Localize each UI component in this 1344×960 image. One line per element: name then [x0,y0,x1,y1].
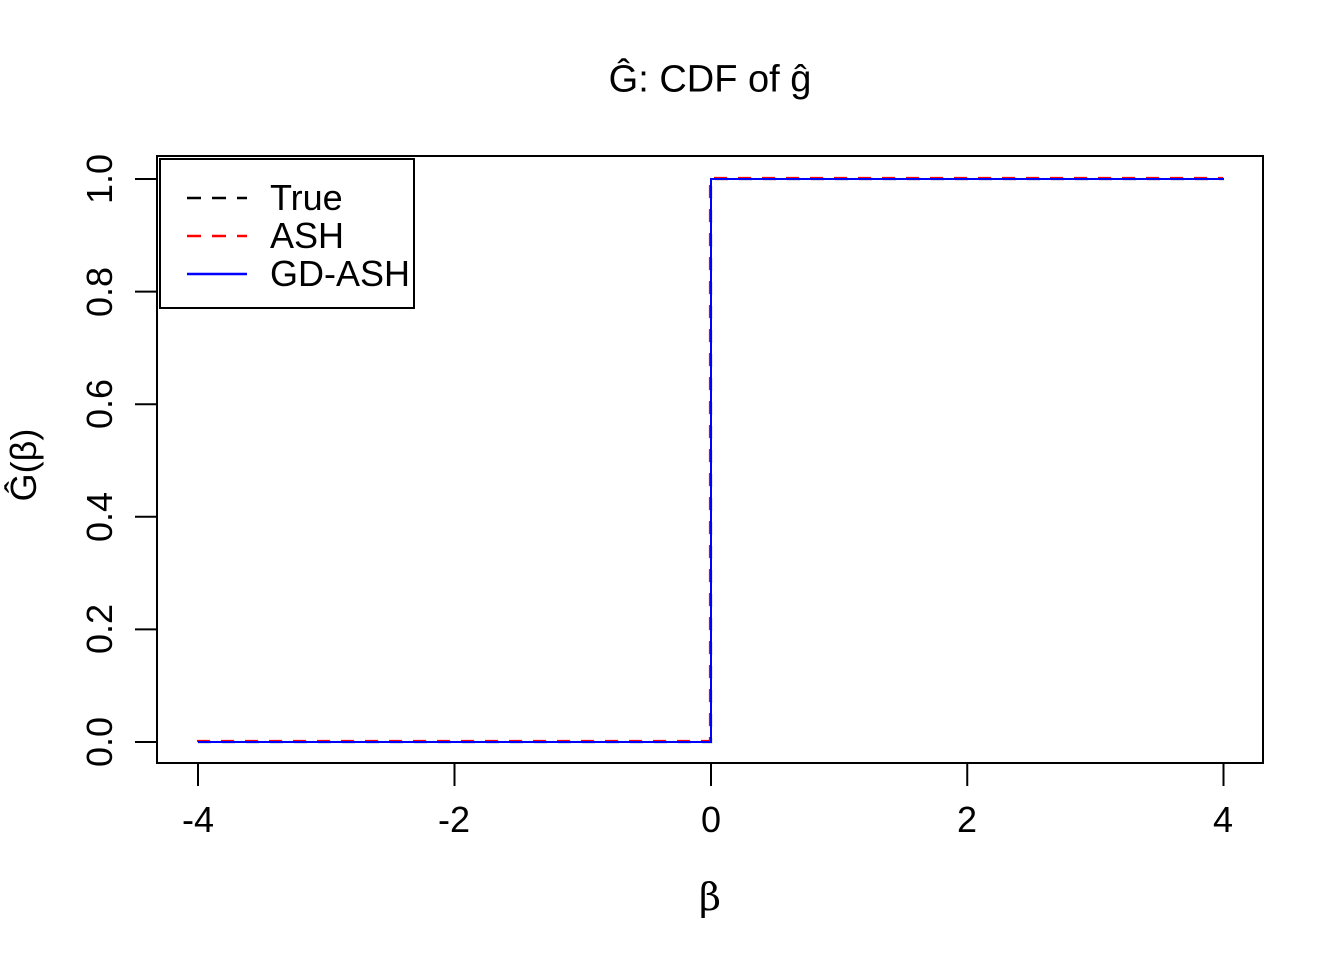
legend-label-true: True [270,177,343,218]
legend: True ASH GD-ASH [159,158,415,309]
y-tick-label: 0.0 [79,716,120,768]
y-tick-label: 1.0 [79,153,120,205]
plot-border [156,155,1264,764]
chart-title: Ĝ: CDF of ĝ [608,58,812,101]
legend-row-ash: ASH [161,217,413,255]
x-tick-label: -2 [437,799,471,840]
y-axis-label: Ĝ(β) [3,428,44,502]
y-tick-label: 0.6 [79,378,120,430]
x-tick-label: 4 [1212,799,1234,840]
legend-label-ash: ASH [270,215,345,256]
y-tick-label: 0.4 [79,491,120,543]
legend-row-true: True [161,179,413,217]
x-tick-label: 0 [700,799,722,840]
y-axis-ticks [135,178,157,743]
legend-line-sample-true [187,196,247,200]
legend-line-sample-ash [187,234,247,238]
x-tick-label: -4 [181,799,215,840]
legend-row-gdash: GD-ASH [161,255,413,293]
x-axis-ticks [197,764,1225,786]
legend-line-sample-gdash [187,272,247,276]
x-tick-label: 2 [956,799,978,840]
legend-label-gdash: GD-ASH [270,253,411,294]
y-tick-label: 0.2 [79,603,120,655]
x-axis-label: β [699,875,721,919]
series-gdash-line [198,178,1224,743]
y-tick-label: 0.8 [79,266,120,318]
